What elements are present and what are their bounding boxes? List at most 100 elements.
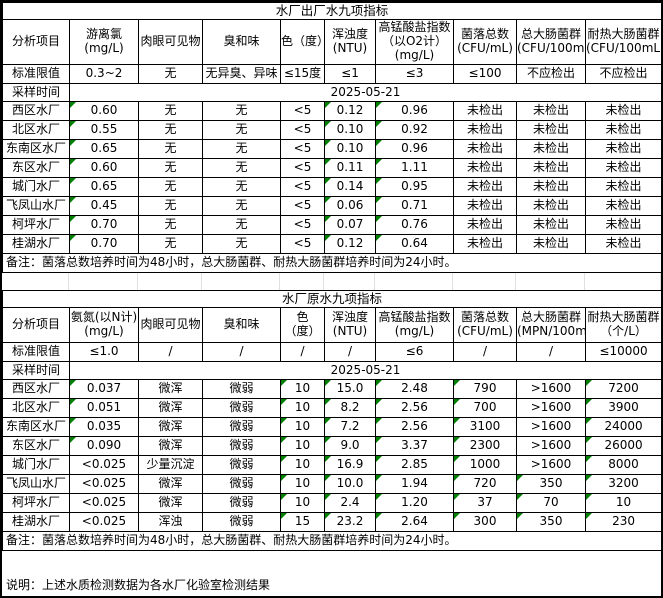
flag-triangle-icon: [376, 399, 382, 405]
gridline-column: [202, 273, 280, 290]
column-header: 高锰酸盐指数 (mg/L): [375, 307, 454, 343]
flag-triangle-icon: [586, 437, 592, 443]
value-cell: <5: [280, 177, 325, 197]
value-cell: 未检出: [584, 234, 661, 254]
value-cell: 7200: [584, 379, 661, 399]
flag-triangle-icon: [586, 475, 592, 481]
value-cell: 未检出: [516, 234, 586, 254]
value-cell: 0.55: [69, 120, 139, 140]
limit-value: /: [138, 342, 203, 362]
value-cell: 15.0: [324, 379, 376, 399]
plant-name: 东南区水厂: [2, 139, 70, 159]
value-cell: 7.2: [324, 417, 376, 437]
gridline-column: [516, 273, 585, 290]
value-cell: 0.035: [69, 417, 139, 437]
flag-triangle-icon: [325, 197, 331, 203]
flag-triangle-icon: [325, 513, 331, 519]
value-cell: 少量沉淀: [138, 455, 203, 475]
value-cell: 2.85: [375, 455, 454, 475]
plant-name: 柯坪水厂: [2, 493, 70, 513]
value-cell: 0.07: [324, 215, 376, 235]
limit-value: /: [453, 342, 517, 362]
value-cell: 0.12: [324, 101, 376, 121]
flag-triangle-icon: [376, 235, 382, 241]
value-cell: 0.65: [69, 177, 139, 197]
column-header: 耐热大肠菌群 (CFU/100mL): [584, 19, 661, 65]
value-cell: 未检出: [453, 196, 517, 216]
flag-triangle-icon: [70, 140, 76, 146]
flag-triangle-icon: [376, 197, 382, 203]
flag-triangle-icon: [586, 399, 592, 405]
value-cell: 微弱: [202, 474, 281, 494]
limit-row-label: 标准限值: [2, 342, 70, 362]
flag-triangle-icon: [376, 437, 382, 443]
value-cell: 微弱: [202, 417, 281, 437]
column-header: 氨氮(以N计) (mg/L): [69, 307, 139, 343]
column-header: 耐热大肠菌群 （个/L）: [584, 307, 661, 343]
value-cell: 2.4: [324, 493, 376, 513]
value-cell: 0.92: [375, 120, 454, 140]
value-cell: <0.025: [69, 512, 139, 532]
column-header: 肉眼可见物: [138, 19, 203, 65]
value-cell: 15: [280, 512, 325, 532]
flag-triangle-icon: [376, 216, 382, 222]
value-cell: 3100: [453, 417, 517, 437]
value-cell: 微浑: [138, 436, 203, 456]
flag-triangle-icon: [325, 494, 331, 500]
value-cell: <5: [280, 139, 325, 159]
value-cell: 未检出: [584, 139, 661, 159]
value-cell: 未检出: [584, 196, 661, 216]
value-cell: 微弱: [202, 398, 281, 418]
value-cell: 无: [138, 120, 203, 140]
value-cell: 未检出: [584, 215, 661, 235]
value-cell: 3.37: [375, 436, 454, 456]
table-note: 备注：菌落总数培养时间为48小时，总大肠菌群、耐热大肠菌群培养时间为24小时。: [2, 531, 661, 551]
value-cell: 0.70: [69, 234, 139, 254]
limit-value: ≤1.0: [69, 342, 139, 362]
value-cell: 0.10: [324, 139, 376, 159]
sample-row-label: 采样时间: [2, 361, 70, 380]
value-cell: 0.11: [324, 158, 376, 178]
value-cell: 未检出: [584, 177, 661, 197]
value-cell: 24000: [584, 417, 661, 437]
value-cell: >1600: [516, 417, 586, 437]
flag-triangle-icon: [376, 456, 382, 462]
flag-triangle-icon: [70, 197, 76, 203]
value-cell: >1600: [516, 398, 586, 418]
gridline-column: [280, 273, 324, 290]
flag-triangle-icon: [70, 216, 76, 222]
flag-triangle-icon: [325, 235, 331, 241]
value-cell: 未检出: [516, 196, 586, 216]
limit-value: ≤6: [375, 342, 454, 362]
value-cell: 0.71: [375, 196, 454, 216]
column-header: 总大肠菌群 (CFU/100mL): [516, 19, 586, 65]
flag-triangle-icon: [325, 159, 331, 165]
column-header: 菌落总数 (CFU/mL): [453, 307, 517, 343]
limit-value: /: [280, 342, 325, 362]
flag-triangle-icon: [325, 456, 331, 462]
flag-triangle-icon: [70, 235, 76, 241]
value-cell: 790: [453, 379, 517, 399]
value-cell: 0.96: [375, 101, 454, 121]
value-cell: 未检出: [584, 120, 661, 140]
flag-triangle-icon: [325, 140, 331, 146]
plant-name: 城门水厂: [2, 177, 70, 197]
value-cell: 无: [202, 196, 281, 216]
value-cell: 0.95: [375, 177, 454, 197]
value-cell: 0.45: [69, 196, 139, 216]
value-cell: >1600: [516, 455, 586, 475]
value-cell: 微弱: [202, 436, 281, 456]
flag-triangle-icon: [586, 456, 592, 462]
flag-triangle-icon: [70, 399, 76, 405]
plant-name: 西区水厂: [2, 101, 70, 121]
flag-triangle-icon: [70, 437, 76, 443]
value-cell: 10.0: [324, 474, 376, 494]
flag-triangle-icon: [586, 380, 592, 386]
table-note: 备注：菌落总数培养时间为48小时，总大肠菌群、耐热大肠菌群培养时间为24小时。: [2, 253, 661, 273]
column-header: 分析项目: [2, 307, 70, 343]
value-cell: 微弱: [202, 379, 281, 399]
column-header: 臭和味: [202, 19, 281, 65]
plant-name: 东区水厂: [2, 436, 70, 456]
value-cell: 无: [138, 139, 203, 159]
value-cell: <5: [280, 158, 325, 178]
